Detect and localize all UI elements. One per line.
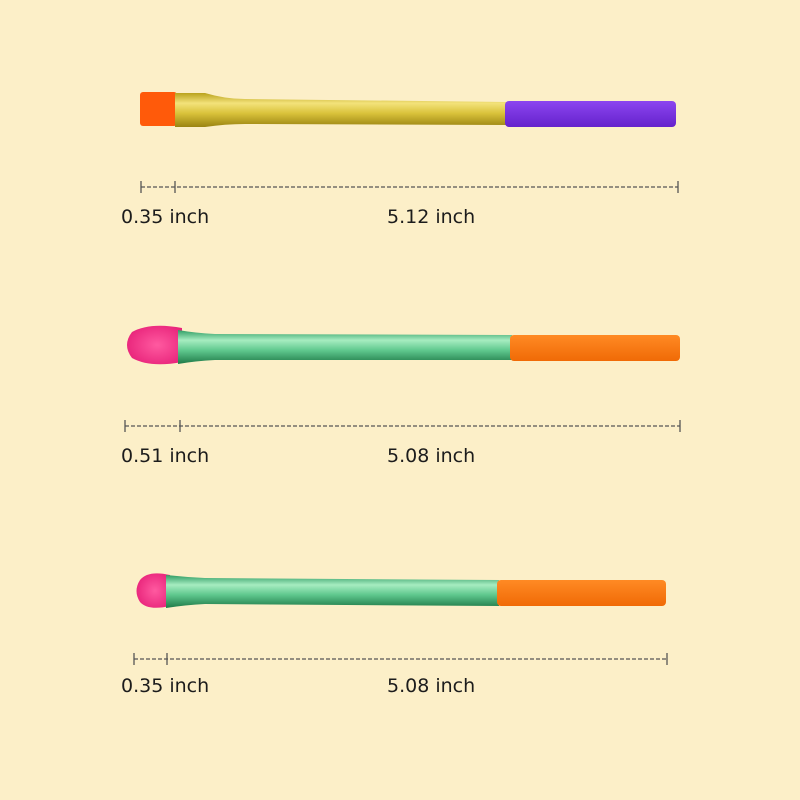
brush-2 bbox=[127, 325, 680, 365]
brush-1-handle-length: 5.12 inch bbox=[387, 206, 476, 228]
measure-line-3 bbox=[133, 653, 668, 665]
brush-3-handle-length: 5.08 inch bbox=[387, 675, 476, 697]
brush-1-ferrule bbox=[175, 93, 507, 127]
brush-2-handle bbox=[510, 335, 680, 361]
measure-line-1 bbox=[140, 181, 679, 193]
brush-3-bristles bbox=[136, 573, 170, 608]
brush-1-head-length: 0.35 inch bbox=[121, 206, 210, 228]
brush-2-head-length: 0.51 inch bbox=[121, 445, 210, 467]
brush-1-handle bbox=[505, 101, 676, 127]
brush-3 bbox=[136, 573, 666, 608]
brush-1 bbox=[140, 92, 676, 127]
brush-1-bristles bbox=[140, 92, 177, 126]
brush-3-head-length: 0.35 inch bbox=[121, 675, 210, 697]
brush-2-bristles bbox=[127, 325, 182, 365]
brush-3-handle bbox=[497, 580, 666, 606]
measure-line-2 bbox=[124, 420, 681, 432]
brush-2-handle-length: 5.08 inch bbox=[387, 445, 476, 467]
brush-2-ferrule bbox=[178, 330, 512, 364]
brush-3-ferrule bbox=[166, 575, 499, 608]
